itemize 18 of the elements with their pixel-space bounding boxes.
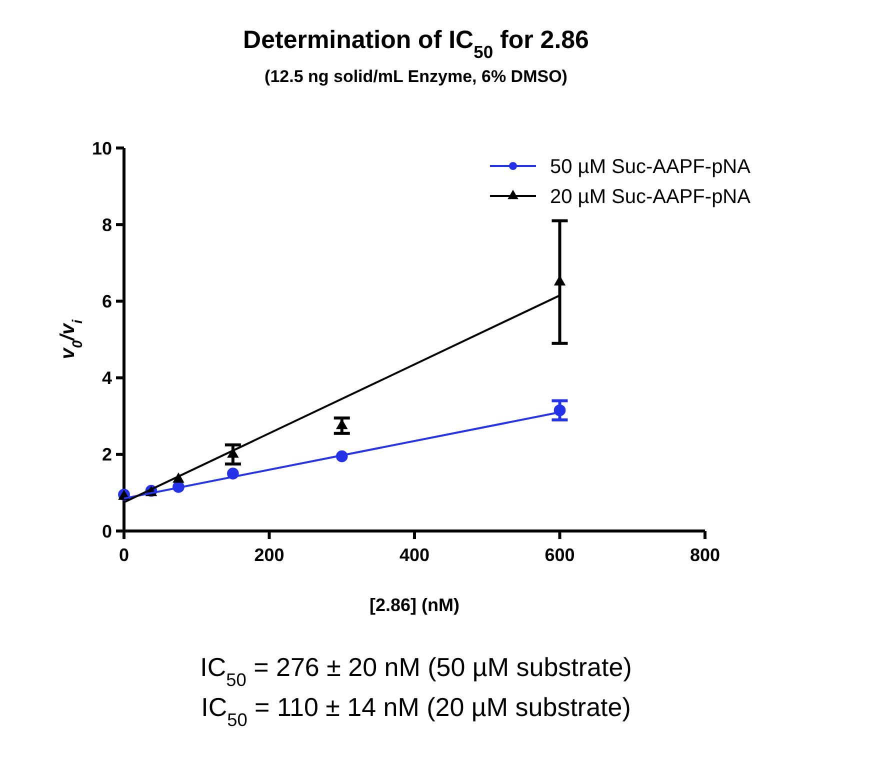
x-tick-label: 600 <box>544 545 575 565</box>
chart-subtitle: (12.5 ng solid/mL Enzyme, 6% DMSO) <box>264 67 568 86</box>
y-tick-label: 4 <box>102 368 112 388</box>
text: IC$_{50}$ = 276 ± 20 nM (50 µM substrate) <box>200 652 632 690</box>
y-tick-label: 6 <box>102 292 112 312</box>
y-tick-label: 10 <box>92 138 112 158</box>
x-axis-title: [2.86] (nM) <box>370 595 460 615</box>
chart-title: Determination of IC$_{50}$ for 2.86 <box>243 26 589 62</box>
y-tick-label: 0 <box>102 521 112 542</box>
x-tick-label: 800 <box>690 545 720 565</box>
legend-label: 50 µM Suc-AAPF-pNA <box>550 156 752 178</box>
x-tick-label: 400 <box>399 545 430 565</box>
y-tick-label: 8 <box>102 214 112 235</box>
text: IC$_{50}$ = 110 ± 14 nM (20 µM substrate) <box>201 692 631 730</box>
y-tick-label: 2 <box>102 444 112 465</box>
legend-label: 20 µM Suc-AAPF-pNA <box>550 186 752 208</box>
x-tick-label: 200 <box>254 545 284 565</box>
x-tick-label: 0 <box>118 545 130 565</box>
